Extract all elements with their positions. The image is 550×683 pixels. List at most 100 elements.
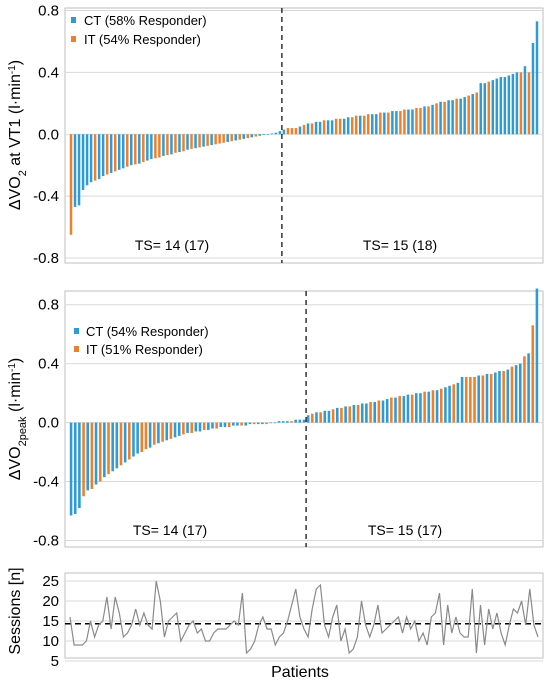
bar-ct	[423, 106, 426, 135]
bar-it	[206, 134, 209, 146]
bar-it	[403, 109, 406, 135]
bar-it	[174, 134, 177, 153]
legend-ct-swatch	[71, 17, 76, 23]
y-tick-label: 0.0	[38, 126, 59, 143]
bar-it	[443, 101, 446, 135]
delta-vo2peak-panel: 0.8 0.4 0.0 -0.4 -0.8 TS= 14 (17) TS= 15 (17…	[7, 288, 544, 550]
bar-ct	[165, 422, 169, 441]
bar-ct	[250, 134, 254, 138]
bar-ct	[375, 114, 378, 135]
bar-ct	[327, 410, 331, 423]
bar-ct	[346, 117, 350, 135]
bar-ct	[256, 422, 260, 425]
bar-it	[294, 128, 298, 135]
bar-ct	[451, 100, 454, 135]
bar-ct	[277, 421, 281, 423]
bar-it	[93, 134, 97, 181]
bar-ct	[198, 422, 202, 432]
bar-ct	[77, 134, 81, 206]
bar-ct	[281, 421, 285, 423]
bar-ct	[258, 134, 262, 136]
gridlines	[65, 580, 543, 662]
bar-it	[302, 124, 306, 135]
bar-ct	[248, 422, 252, 425]
bar-ct	[494, 372, 497, 423]
bar-ct	[365, 403, 368, 423]
bar-ct	[294, 419, 297, 423]
sessions-panel: 25 20 15 10 5 Sessions [n] Patients	[7, 567, 544, 681]
bar-it	[169, 422, 173, 439]
legend-ct-swatch	[74, 328, 79, 334]
ylabel-sup: -1	[7, 363, 18, 372]
bar-it	[523, 356, 526, 423]
bar-ct	[226, 134, 229, 142]
bar-it	[105, 134, 109, 175]
bar-ct	[527, 353, 530, 423]
legend: CT (54% Responder) IT (51% Responder)	[74, 324, 209, 357]
bar-ct	[535, 21, 539, 135]
bar-ct	[419, 393, 422, 423]
bar-it	[113, 134, 117, 172]
bar-ct	[463, 97, 466, 135]
bar-it	[487, 81, 491, 135]
bar-it	[338, 118, 342, 135]
bar-ct	[406, 394, 410, 423]
bar-ct	[373, 401, 376, 423]
bar-ct	[234, 134, 237, 141]
bar-it	[390, 397, 393, 423]
bar-it	[481, 375, 485, 423]
bar-ct	[132, 422, 135, 457]
bar-ct	[318, 121, 322, 135]
bar-ct	[383, 112, 386, 135]
bar-ct	[531, 42, 535, 135]
bar-ct	[499, 77, 503, 135]
bar-it	[254, 134, 258, 137]
bar-it	[286, 128, 290, 135]
bar-ct	[117, 134, 121, 170]
bar-ct	[518, 363, 522, 423]
y-tick-label: 5	[51, 653, 59, 670]
bar-it	[190, 134, 193, 149]
bar-ct	[262, 134, 266, 136]
bar-it	[531, 325, 535, 423]
bar-ct	[298, 419, 302, 423]
bar-it	[419, 107, 422, 135]
bar-ct	[514, 365, 518, 423]
bar-ct	[335, 407, 339, 423]
y-tick-label: 0.4	[38, 356, 59, 373]
bar-ct	[447, 100, 450, 135]
bar-it	[198, 134, 201, 148]
bar-it	[144, 422, 148, 450]
bar-it	[387, 112, 390, 135]
y-tick-label: 10	[42, 633, 59, 650]
plot-frame	[64, 572, 544, 659]
y-tick-label: -0.4	[33, 188, 59, 205]
bar-ct	[306, 415, 310, 423]
y-tick-labels: 0.8 0.4 0.0 -0.4 -0.8	[33, 3, 59, 268]
bar-it	[502, 371, 505, 423]
bar-ct	[342, 118, 346, 135]
bar-it	[128, 422, 131, 460]
bar-ct	[121, 134, 125, 169]
bar-it	[319, 412, 322, 423]
ylabel-mid: at VT1 (l·min	[7, 74, 24, 170]
bar-ct	[358, 115, 362, 135]
bar-ct	[138, 134, 141, 164]
bar-ct	[186, 422, 189, 433]
bar-it	[140, 422, 144, 453]
legend-ct-label: CT (54% Responder)	[86, 324, 209, 339]
bar-it	[369, 401, 372, 423]
bar-ct	[314, 121, 318, 135]
bar-ct	[86, 422, 90, 491]
bar-it	[265, 422, 268, 425]
ylabel-suffix: )	[7, 60, 24, 65]
bar-ct	[148, 422, 152, 448]
bar-ct	[535, 288, 539, 423]
bar-ct	[269, 422, 273, 424]
ts-label-left: TS= 14 (17)	[135, 237, 209, 253]
bar-ct	[485, 373, 489, 423]
bar-ct	[266, 134, 270, 135]
bar-it	[340, 407, 343, 423]
bar-it	[350, 117, 354, 135]
bar-ct	[431, 104, 434, 135]
